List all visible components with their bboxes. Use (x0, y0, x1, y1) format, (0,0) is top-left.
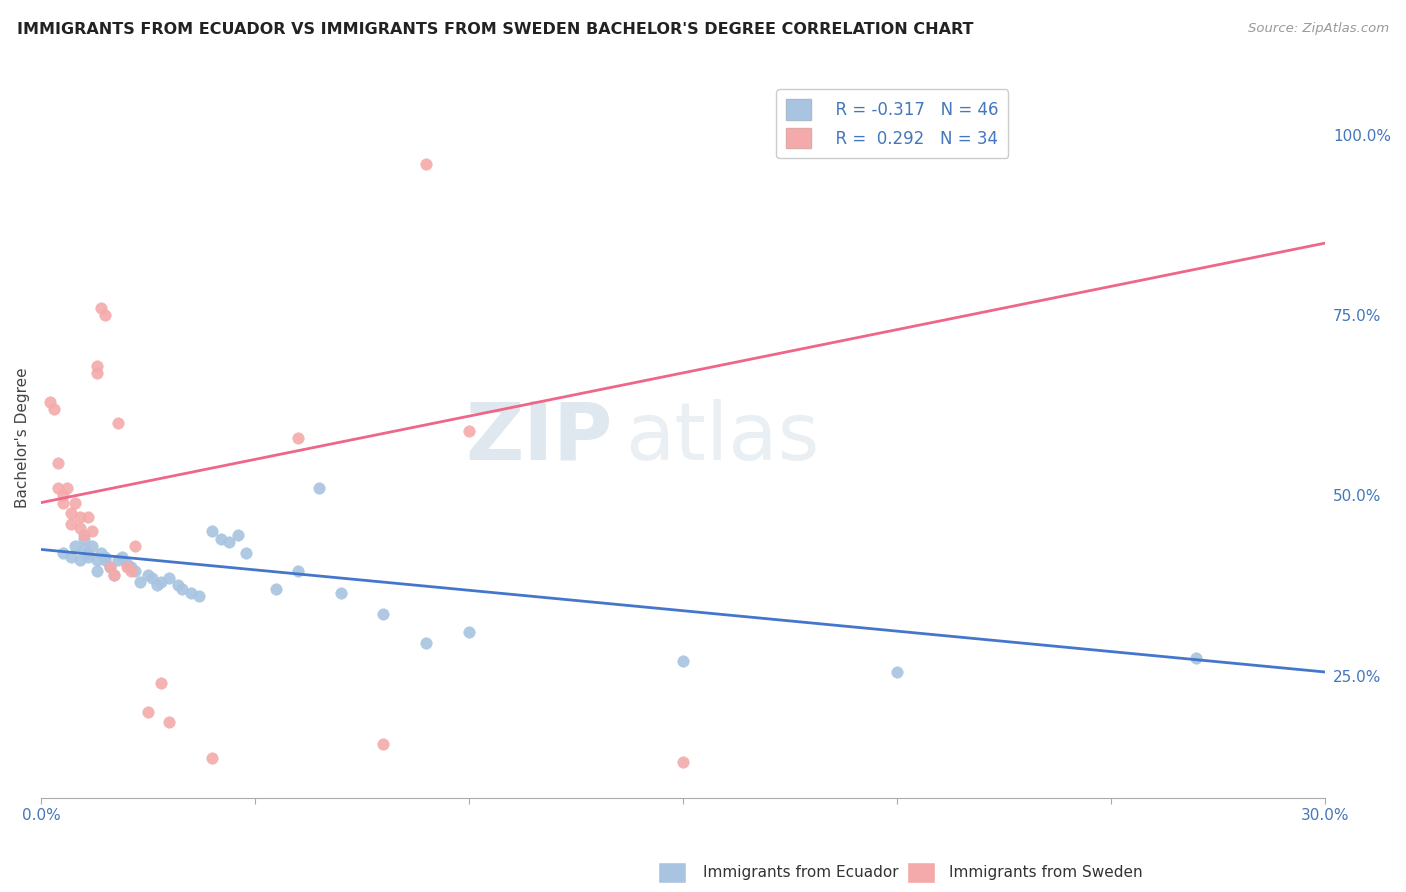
Point (60, 507, 83, 521)
Point (77, 510, 100, 524)
Point (69, 521, 91, 535)
Point (145, 578, 167, 592)
Point (77, 549, 100, 564)
Point (51, 495, 73, 509)
Point (124, 539, 146, 553)
Point (55, 481, 77, 495)
Point (94, 308, 117, 322)
Point (73, 542, 96, 557)
Point (167, 578, 190, 592)
Point (86, 564, 108, 578)
Point (136, 567, 159, 582)
Point (149, 574, 172, 589)
Point (65, 539, 87, 553)
Point (90, 546, 112, 560)
Point (51, 488, 73, 502)
Point (73, 528, 96, 542)
Point (82, 539, 104, 553)
Point (180, 585, 202, 599)
Point (77, 546, 100, 560)
Point (107, 553, 129, 567)
Point (115, 560, 138, 574)
Point (458, 625, 481, 640)
Text: atlas: atlas (626, 399, 820, 476)
Point (120, 560, 142, 574)
Point (886, 665, 908, 679)
Point (672, 654, 695, 668)
Point (103, 567, 125, 582)
Point (218, 535, 240, 549)
Point (415, 157, 437, 171)
Point (458, 424, 481, 438)
Point (287, 431, 309, 445)
Point (69, 553, 91, 567)
Point (98, 560, 121, 574)
Point (415, 636, 437, 650)
Point (159, 571, 181, 585)
Point (46, 456, 69, 470)
Point (86, 359, 108, 373)
Point (373, 737, 395, 751)
Point (69, 510, 91, 524)
Point (107, 417, 129, 431)
Point (149, 675, 172, 690)
Point (235, 546, 257, 560)
Point (60, 517, 83, 532)
Point (1185, 650, 1208, 665)
Point (672, 755, 695, 769)
Point (111, 549, 134, 564)
Point (86, 553, 108, 567)
Point (46, 481, 69, 495)
Point (172, 582, 194, 596)
Point (159, 715, 181, 730)
Point (82, 524, 104, 539)
Y-axis label: Bachelor's Degree: Bachelor's Degree (15, 368, 30, 508)
Point (329, 585, 352, 599)
Point (73, 532, 96, 546)
Point (308, 481, 330, 495)
Point (201, 751, 224, 765)
Point (60, 549, 83, 564)
Text: IMMIGRANTS FROM ECUADOR VS IMMIGRANTS FROM SWEDEN BACHELOR'S DEGREE CORRELATION : IMMIGRANTS FROM ECUADOR VS IMMIGRANTS FR… (17, 22, 973, 37)
Point (136, 705, 159, 719)
Text: ZIP: ZIP (465, 399, 612, 476)
Point (86, 366, 108, 380)
Point (373, 607, 395, 622)
Point (209, 532, 232, 546)
Legend:   R = -0.317   N = 46,   R =  0.292   N = 34: R = -0.317 N = 46, R = 0.292 N = 34 (776, 89, 1008, 159)
Point (94, 549, 117, 564)
Point (94, 553, 117, 567)
Point (42, 401, 65, 416)
Text: Immigrants from Sweden: Immigrants from Sweden (949, 865, 1143, 880)
Point (51, 546, 73, 560)
Point (38, 394, 60, 409)
Text: Immigrants from Ecuador: Immigrants from Ecuador (703, 865, 898, 880)
Point (266, 582, 288, 596)
Point (65, 495, 87, 509)
Point (188, 589, 211, 603)
Point (128, 574, 150, 589)
Point (98, 560, 121, 574)
Point (201, 524, 224, 539)
Point (141, 571, 163, 585)
Text: Source: ZipAtlas.com: Source: ZipAtlas.com (1249, 22, 1389, 36)
Point (120, 564, 142, 578)
Point (226, 528, 249, 542)
Point (124, 564, 146, 578)
Point (90, 301, 112, 315)
Point (103, 567, 125, 582)
Point (115, 557, 138, 571)
Point (287, 564, 309, 578)
